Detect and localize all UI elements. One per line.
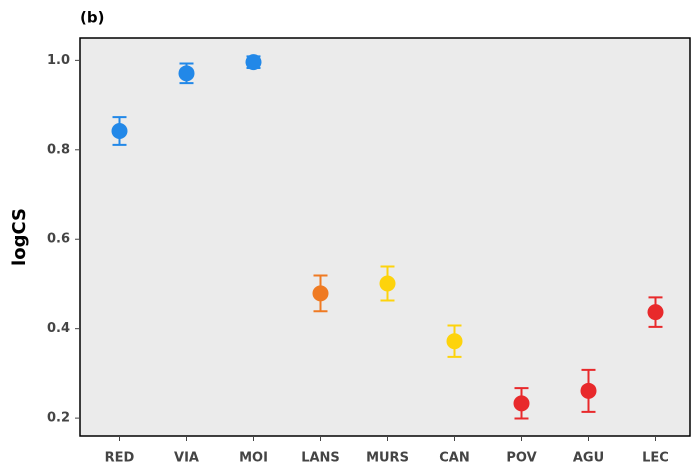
x-tick-label: LEC	[642, 451, 669, 466]
y-tick-label: 0.8	[47, 142, 70, 157]
y-tick-label: 0.2	[47, 411, 70, 426]
x-tick-label: CAN	[439, 451, 469, 466]
x-tick-label: POV	[506, 451, 536, 466]
point	[111, 123, 128, 140]
x-tick-label: MOI	[239, 451, 268, 466]
x-tick-label: LANS	[301, 451, 340, 466]
x-tick-label: MURS	[366, 451, 409, 466]
x-tick-label: AGU	[573, 451, 604, 466]
point	[379, 275, 396, 292]
x-tick-label: RED	[105, 451, 135, 466]
y-tick-label: 1.0	[47, 53, 70, 68]
point	[647, 304, 664, 321]
point	[178, 65, 195, 82]
point	[245, 54, 262, 71]
y-tick-label: 0.4	[47, 321, 70, 336]
point	[513, 395, 530, 412]
y-axis-label: logCS	[9, 208, 30, 266]
point	[580, 382, 597, 399]
x-tick-label: VIA	[174, 451, 199, 466]
chart-title: (b)	[80, 9, 104, 27]
y-tick-label: 0.6	[47, 232, 70, 247]
plot-area	[79, 37, 691, 437]
point	[446, 333, 463, 350]
point	[312, 285, 329, 302]
